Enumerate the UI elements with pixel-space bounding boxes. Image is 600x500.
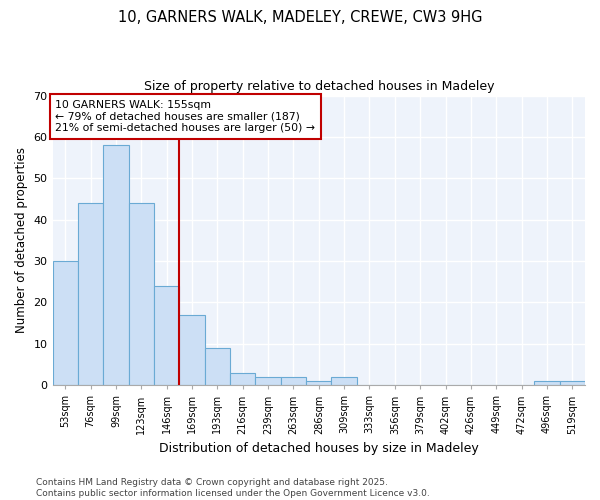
Bar [281, 377, 306, 386]
Bar [154, 286, 179, 386]
Text: Contains HM Land Registry data © Crown copyright and database right 2025.
Contai: Contains HM Land Registry data © Crown c… [36, 478, 430, 498]
Bar [128, 203, 154, 386]
Bar [230, 373, 256, 386]
Bar [306, 381, 331, 386]
Bar [256, 377, 281, 386]
Bar [53, 261, 78, 386]
Bar [205, 348, 230, 386]
Bar [78, 203, 103, 386]
Bar [560, 381, 585, 386]
Title: Size of property relative to detached houses in Madeley: Size of property relative to detached ho… [143, 80, 494, 93]
Y-axis label: Number of detached properties: Number of detached properties [15, 148, 28, 334]
Text: 10, GARNERS WALK, MADELEY, CREWE, CW3 9HG: 10, GARNERS WALK, MADELEY, CREWE, CW3 9H… [118, 10, 482, 25]
X-axis label: Distribution of detached houses by size in Madeley: Distribution of detached houses by size … [159, 442, 479, 455]
Text: 10 GARNERS WALK: 155sqm
← 79% of detached houses are smaller (187)
21% of semi-d: 10 GARNERS WALK: 155sqm ← 79% of detache… [55, 100, 315, 133]
Bar [331, 377, 357, 386]
Bar [179, 315, 205, 386]
Bar [534, 381, 560, 386]
Bar [103, 145, 128, 386]
